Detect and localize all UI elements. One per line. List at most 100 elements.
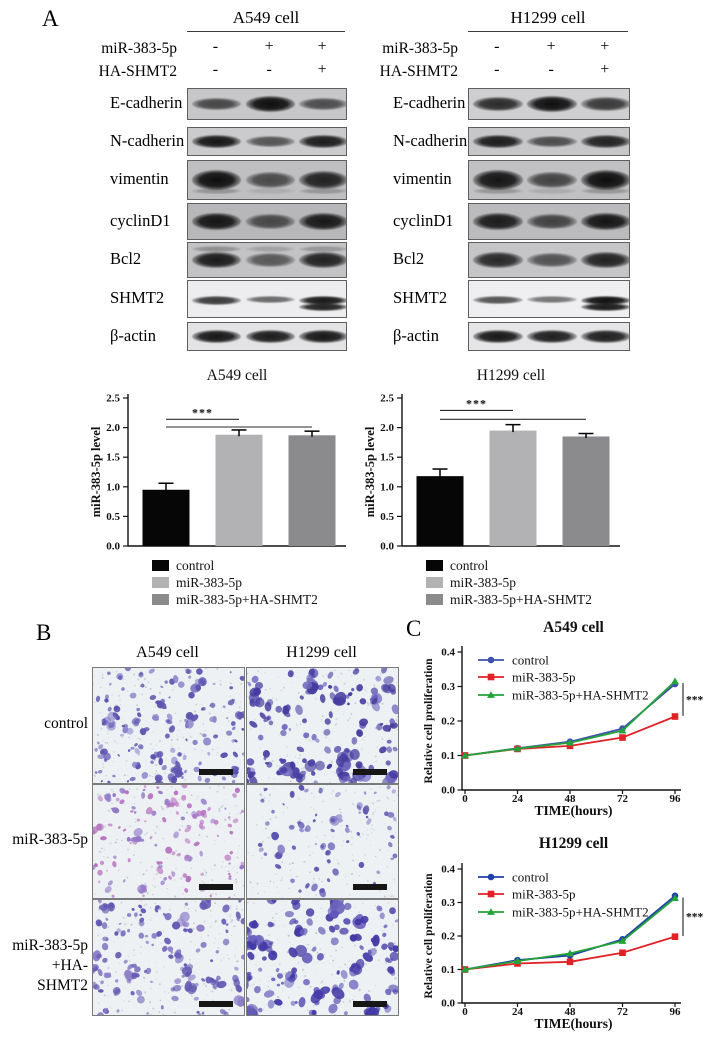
speckle [351, 843, 353, 846]
stained-cell [275, 705, 283, 713]
speckle [202, 723, 205, 725]
speckle [124, 838, 126, 840]
stained-cell [160, 698, 166, 703]
speckle [354, 702, 357, 705]
legend-swatch [152, 594, 169, 605]
stained-cell [289, 761, 296, 769]
speckle [211, 893, 213, 895]
speckle [392, 833, 393, 835]
western-h1299-title: H1299 cell [510, 8, 586, 27]
speckle [341, 844, 343, 847]
stained-cell [311, 1009, 317, 1015]
speckle [214, 840, 216, 842]
speckle [96, 949, 98, 951]
speckle [230, 934, 232, 936]
stained-cell [388, 842, 393, 848]
stained-cell [95, 695, 101, 703]
western-a549-title: A549 cell [232, 8, 300, 27]
speckle [230, 989, 233, 992]
speckle [374, 808, 376, 810]
speckle [116, 743, 119, 745]
speckle [159, 693, 161, 695]
blot-band [473, 212, 523, 231]
stained-cell [104, 698, 109, 703]
speckle [233, 925, 236, 928]
speckle [374, 755, 377, 758]
stained-cell [122, 789, 126, 793]
stained-cell [139, 913, 142, 917]
stained-cell [188, 856, 193, 862]
protein-label: E-cadherin [110, 93, 183, 112]
speckle [379, 672, 382, 675]
speckle [144, 686, 147, 689]
speckle [178, 729, 180, 732]
speckle [264, 672, 266, 674]
speckle [155, 770, 158, 772]
speckle [330, 709, 333, 711]
stained-cell [185, 738, 188, 742]
x-tick-label: 0 [462, 1006, 468, 1018]
western-blot [468, 242, 630, 278]
speckle [267, 836, 270, 839]
stained-cell [298, 889, 302, 893]
stained-cell [363, 791, 367, 795]
stained-cell [197, 775, 202, 782]
blot-band [245, 136, 295, 147]
stained-cell [291, 900, 300, 906]
speckle [390, 895, 392, 897]
speckle [367, 834, 369, 836]
speckle [108, 995, 109, 997]
stained-cell [234, 966, 239, 971]
stained-cell [238, 900, 242, 903]
speckle [119, 973, 121, 974]
speckle [220, 805, 223, 809]
speckle [162, 1013, 164, 1015]
speckle [309, 985, 312, 988]
stained-cell [322, 681, 327, 687]
speckle [325, 736, 328, 739]
speckle [106, 742, 109, 744]
stained-cell [387, 825, 392, 831]
speckle [262, 1008, 265, 1011]
speckle [128, 903, 130, 905]
blot-band [298, 187, 346, 194]
stained-cell [112, 793, 116, 798]
stained-cell [257, 1007, 263, 1013]
series-marker [566, 958, 574, 966]
stained-cell [224, 807, 227, 811]
stained-cell [155, 905, 160, 910]
speckle [364, 740, 366, 742]
speckle [361, 738, 363, 741]
stained-cell [134, 748, 141, 755]
stained-cell [149, 835, 153, 840]
x-tick-label: 72 [617, 1006, 629, 1018]
stained-cell [328, 685, 333, 689]
speckle [154, 700, 156, 701]
speckle [103, 856, 105, 858]
speckle [299, 798, 301, 800]
stained-cell [287, 670, 294, 678]
speckle [216, 752, 219, 754]
stained-cell [356, 684, 363, 692]
speckle [335, 717, 338, 721]
speckle [269, 687, 271, 690]
speckle [124, 803, 126, 805]
speckle [336, 723, 338, 725]
speckle [277, 995, 280, 999]
speckle [114, 740, 117, 743]
stained-cell [152, 713, 160, 721]
speckle [330, 973, 333, 976]
stained-cell [188, 675, 192, 679]
speckle [211, 879, 214, 882]
speckle [187, 910, 189, 912]
speckle [236, 805, 238, 807]
speckle [154, 885, 156, 888]
speckle [228, 957, 230, 960]
blot-band [581, 170, 629, 190]
legend-label: control [176, 558, 214, 573]
speckle [144, 764, 147, 766]
bar [288, 435, 336, 546]
speckle [303, 861, 306, 863]
stained-cell [311, 733, 317, 741]
stained-cell [351, 687, 355, 692]
